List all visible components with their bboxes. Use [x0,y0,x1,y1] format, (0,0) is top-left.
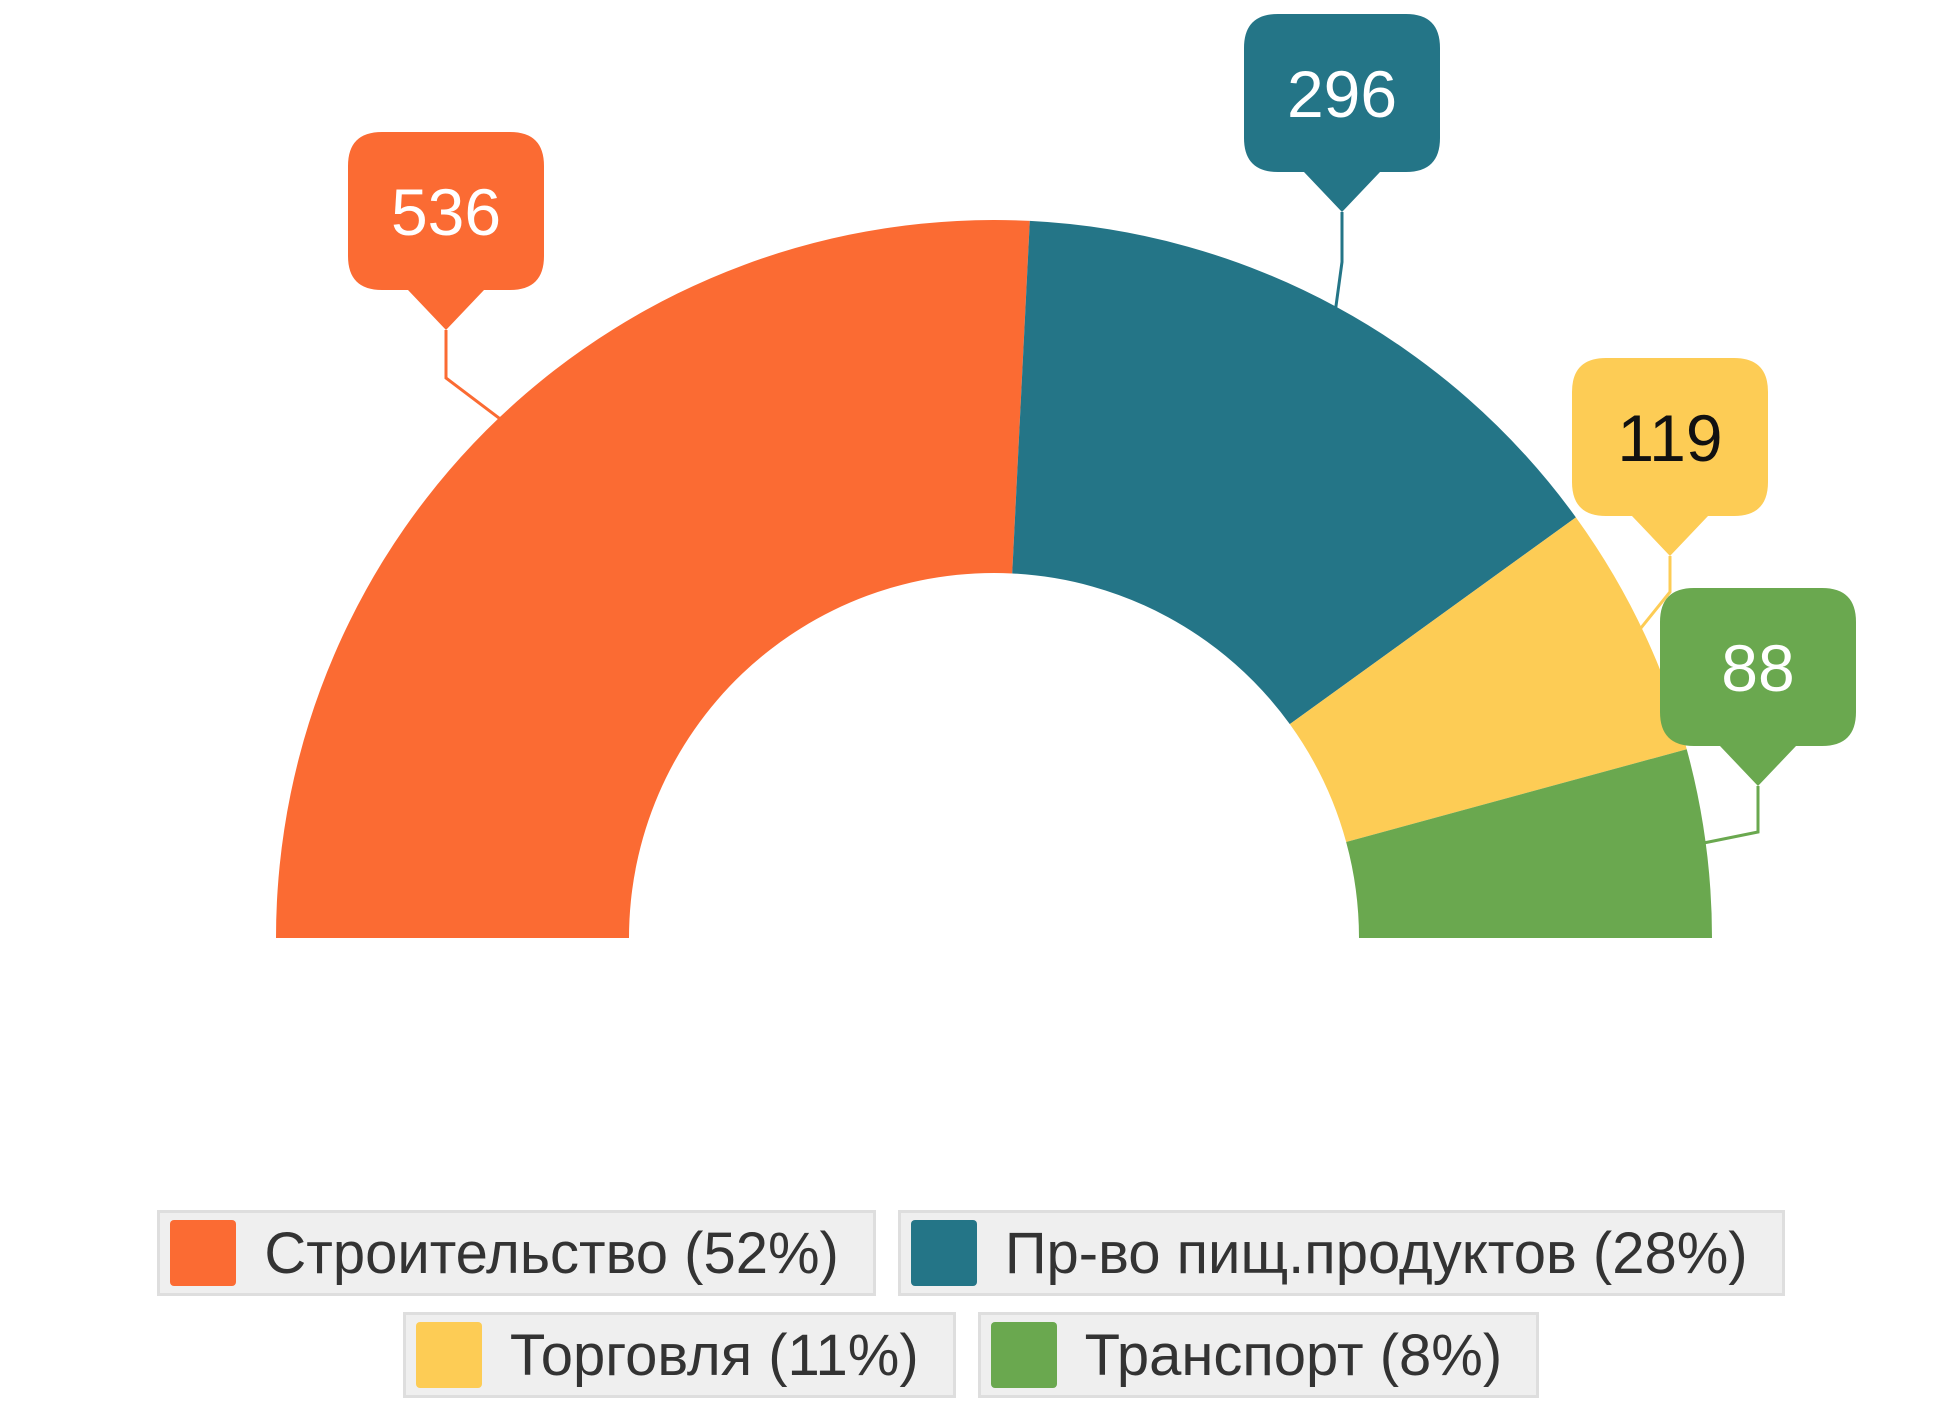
slice-construction[interactable] [276,220,1030,939]
callout-line-trade [1638,556,1672,631]
callout-box-trade [1572,358,1768,556]
callout-line-transport [1703,786,1760,845]
data-label-transport: 88 [1721,631,1794,705]
legend-swatch-construction [170,1220,237,1286]
data-label-trade: 119 [1617,401,1722,475]
legend-swatch-food-production [910,1220,977,1286]
slice-trade[interactable] [1289,517,1687,843]
callout-box-construction [348,132,544,330]
legend-swatch-transport [990,1322,1057,1388]
legend-item-construction[interactable]: Строительство (52%) [157,1210,876,1296]
legend-label-transport: Транспорт (8%) [1084,1322,1503,1388]
slice-transport[interactable] [1346,749,1712,938]
callout-line-construction [444,330,502,421]
callout-box-food-production [1244,14,1440,212]
legend-swatch-trade [415,1322,482,1388]
legend-row-1: Строительство (52%) Пр-во пищ.продуктов … [0,1210,1942,1296]
legend-label-trade: Торговля (11%) [509,1322,919,1388]
legend-row-2: Торговля (11%) Транспорт (8%) [0,1312,1942,1398]
legend-item-transport[interactable]: Транспорт (8%) [977,1312,1540,1398]
legend-item-food-production[interactable]: Пр-во пищ.продуктов (28%) [897,1210,1785,1296]
legend-item-trade[interactable]: Торговля (11%) [402,1312,956,1398]
callout-box-transport [1660,588,1856,786]
semi-donut-chart: 536 296 119 88 [276,14,1856,939]
slice-food-production[interactable] [1012,220,1576,725]
data-label-construction: 536 [391,175,501,249]
callout-line-food-production [1334,212,1344,309]
legend-label-construction: Строительство (52%) [264,1220,839,1286]
legend-label-food-production: Пр-во пищ.продуктов (28%) [1004,1220,1748,1286]
data-label-food-production: 296 [1287,57,1397,131]
